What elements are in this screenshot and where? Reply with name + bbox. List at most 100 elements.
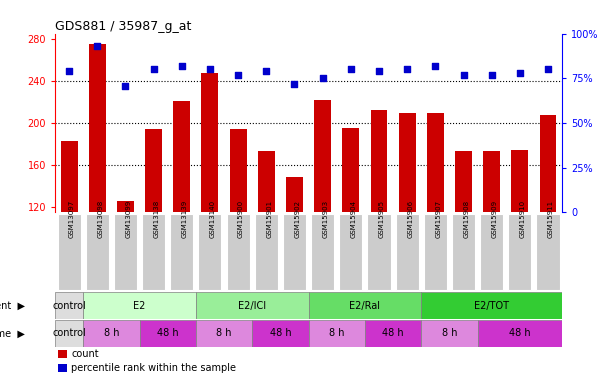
FancyBboxPatch shape <box>83 320 139 346</box>
FancyBboxPatch shape <box>55 292 83 319</box>
Text: control: control <box>52 300 86 310</box>
Text: GSM15902: GSM15902 <box>295 200 301 238</box>
FancyBboxPatch shape <box>55 320 83 346</box>
Point <box>515 70 525 76</box>
FancyBboxPatch shape <box>421 320 478 346</box>
Point <box>487 72 497 78</box>
FancyBboxPatch shape <box>196 320 252 346</box>
Text: E2/TOT: E2/TOT <box>474 300 509 310</box>
Text: GSM15906: GSM15906 <box>407 200 413 238</box>
Point <box>430 63 440 69</box>
Point <box>205 66 215 72</box>
Text: GSM15901: GSM15901 <box>266 200 273 238</box>
Bar <box>202 73 218 333</box>
FancyBboxPatch shape <box>339 214 362 290</box>
Text: GSM13139: GSM13139 <box>182 200 188 238</box>
FancyBboxPatch shape <box>83 292 196 319</box>
FancyBboxPatch shape <box>114 214 137 290</box>
Bar <box>540 115 557 333</box>
FancyBboxPatch shape <box>536 214 560 290</box>
FancyBboxPatch shape <box>86 214 109 290</box>
FancyBboxPatch shape <box>309 292 421 319</box>
FancyBboxPatch shape <box>478 320 562 346</box>
FancyBboxPatch shape <box>452 214 475 290</box>
FancyBboxPatch shape <box>421 292 562 319</box>
FancyBboxPatch shape <box>424 214 447 290</box>
FancyBboxPatch shape <box>311 214 334 290</box>
Text: 8 h: 8 h <box>329 328 345 338</box>
Point <box>402 66 412 72</box>
FancyBboxPatch shape <box>255 214 278 290</box>
Text: 8 h: 8 h <box>104 328 119 338</box>
Point <box>233 72 243 78</box>
Bar <box>314 100 331 333</box>
FancyBboxPatch shape <box>508 214 532 290</box>
Text: GSM13098: GSM13098 <box>97 200 103 238</box>
FancyBboxPatch shape <box>367 214 390 290</box>
FancyBboxPatch shape <box>365 320 421 346</box>
FancyBboxPatch shape <box>309 320 365 346</box>
Bar <box>286 177 303 333</box>
Point <box>374 68 384 74</box>
Bar <box>427 112 444 333</box>
Text: agent  ▶: agent ▶ <box>0 300 24 310</box>
Text: 8 h: 8 h <box>216 328 232 338</box>
FancyBboxPatch shape <box>480 214 503 290</box>
Bar <box>60 141 78 333</box>
Text: control: control <box>52 328 86 338</box>
Point <box>177 63 187 69</box>
Text: count: count <box>71 349 99 359</box>
Point <box>92 43 102 49</box>
Bar <box>258 152 275 333</box>
Text: GSM15907: GSM15907 <box>435 200 441 238</box>
Point <box>120 82 130 88</box>
Point <box>64 68 74 74</box>
Point <box>346 66 356 72</box>
Text: GSM13099: GSM13099 <box>125 200 131 238</box>
FancyBboxPatch shape <box>196 292 309 319</box>
FancyBboxPatch shape <box>170 214 193 290</box>
Text: E2/Ral: E2/Ral <box>349 300 381 310</box>
Text: GSM13138: GSM13138 <box>153 200 159 238</box>
FancyBboxPatch shape <box>252 320 309 346</box>
Bar <box>89 44 106 333</box>
Text: time  ▶: time ▶ <box>0 328 24 338</box>
Point <box>543 66 553 72</box>
Text: GSM15903: GSM15903 <box>323 200 329 238</box>
Bar <box>145 129 162 333</box>
Point <box>148 66 158 72</box>
Bar <box>455 152 472 333</box>
Text: GDS881 / 35987_g_at: GDS881 / 35987_g_at <box>55 20 191 33</box>
Point <box>318 75 327 81</box>
Bar <box>483 152 500 333</box>
Text: GSM15909: GSM15909 <box>492 200 498 238</box>
Text: 48 h: 48 h <box>509 328 531 338</box>
Text: 8 h: 8 h <box>442 328 457 338</box>
Bar <box>399 112 415 333</box>
Text: 48 h: 48 h <box>269 328 291 338</box>
FancyBboxPatch shape <box>199 214 222 290</box>
Bar <box>57 350 67 358</box>
Text: GSM13097: GSM13097 <box>69 200 75 238</box>
Text: E2: E2 <box>133 300 145 310</box>
Text: 48 h: 48 h <box>382 328 404 338</box>
Text: GSM15910: GSM15910 <box>520 200 526 238</box>
Bar <box>511 150 529 333</box>
Point <box>459 72 469 78</box>
Bar <box>230 129 247 333</box>
Text: GSM15911: GSM15911 <box>548 200 554 238</box>
Bar <box>117 201 134 333</box>
Point <box>262 68 271 74</box>
FancyBboxPatch shape <box>57 214 81 290</box>
FancyBboxPatch shape <box>142 214 165 290</box>
Bar <box>57 364 67 372</box>
FancyBboxPatch shape <box>395 214 419 290</box>
Text: GSM15900: GSM15900 <box>238 200 244 238</box>
Text: GSM15904: GSM15904 <box>351 200 357 238</box>
Text: E2/ICI: E2/ICI <box>238 300 266 310</box>
Text: 48 h: 48 h <box>157 328 178 338</box>
Text: percentile rank within the sample: percentile rank within the sample <box>71 363 236 373</box>
Bar <box>342 128 359 333</box>
Bar <box>174 101 190 333</box>
Text: GSM15908: GSM15908 <box>464 200 469 238</box>
